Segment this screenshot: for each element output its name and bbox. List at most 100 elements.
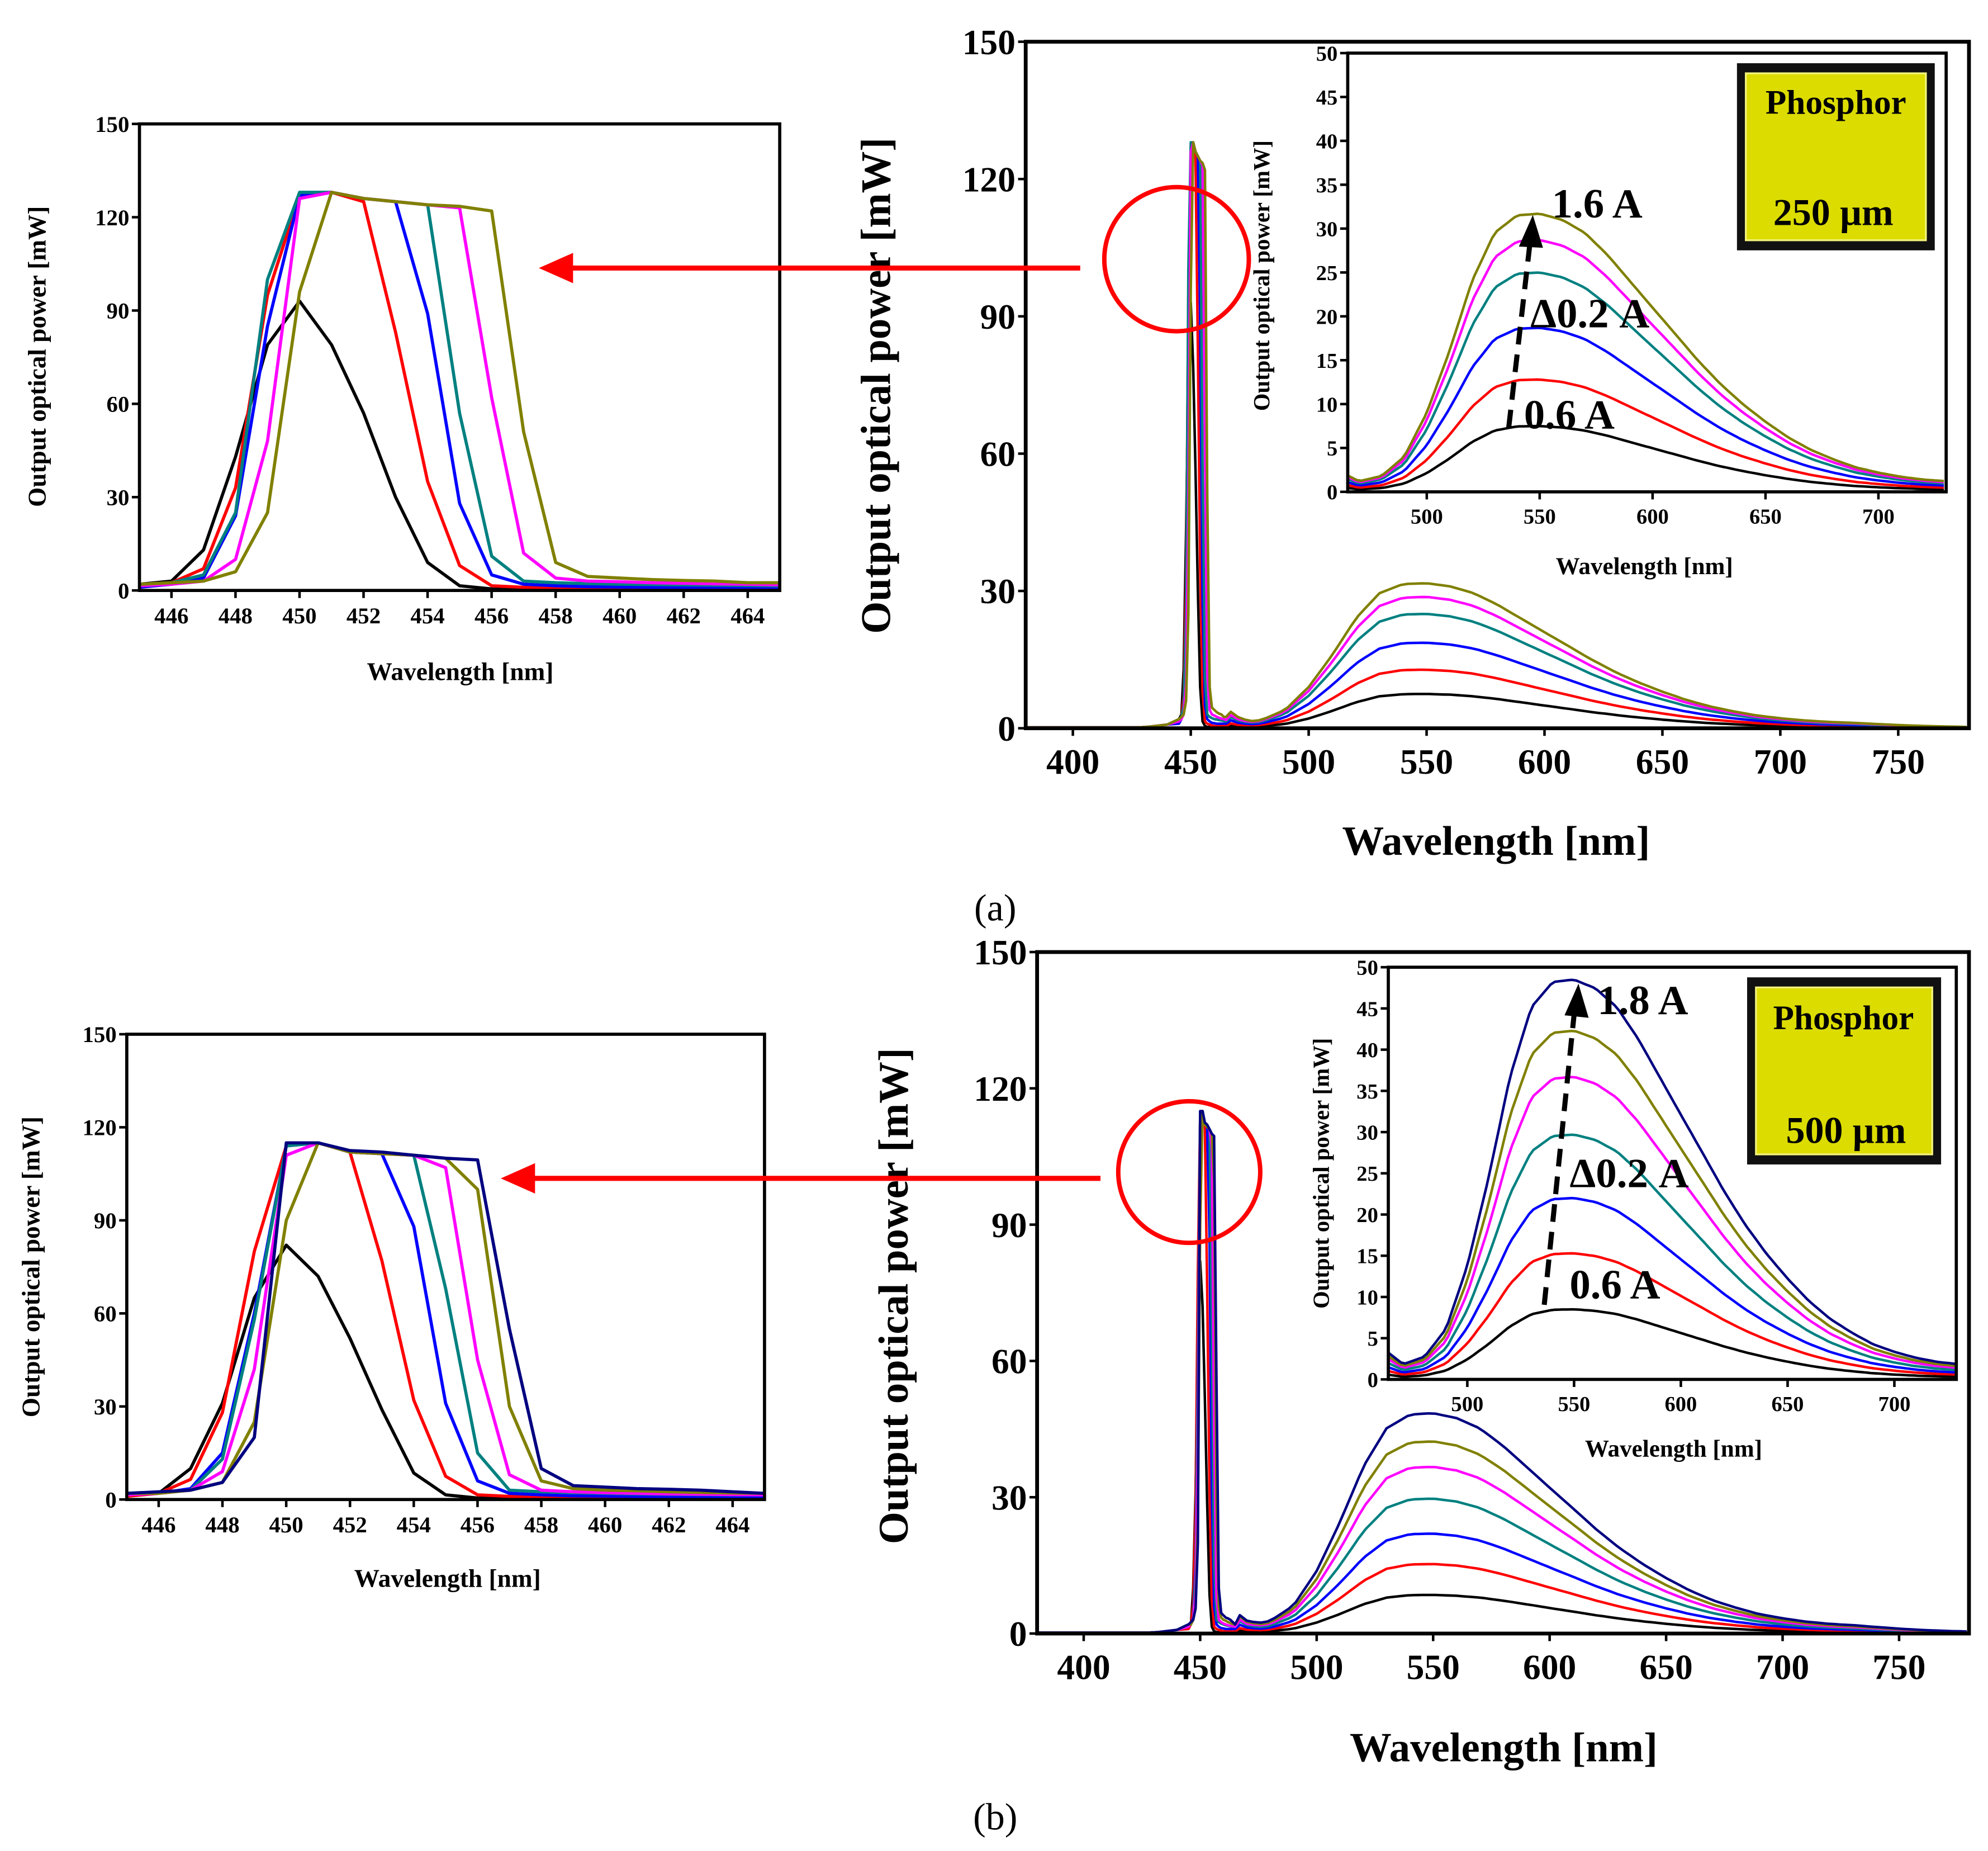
y-tick-label: 35 <box>1356 1080 1378 1104</box>
y-tick-label: 0 <box>1327 481 1337 504</box>
y-tick-label: 0 <box>118 578 129 603</box>
x-tick-label: 458 <box>524 1512 558 1537</box>
inset-y-axis-label: Output optical power [mW] <box>1308 1038 1334 1309</box>
inset-y-axis-label: Output optical power [mW] <box>1249 140 1274 411</box>
y-tick-label: 5 <box>1368 1327 1378 1351</box>
x-tick-label: 600 <box>1523 1648 1576 1687</box>
x-tick-label: 464 <box>730 603 765 628</box>
laser-line-1.4A <box>139 191 780 588</box>
main-x-axis-label: Wavelength [nm] <box>1342 818 1650 864</box>
x-tick-label: 500 <box>1411 505 1443 528</box>
phosphor-line-1.2A <box>1388 1133 1957 1371</box>
zoom-arrow-b <box>501 1163 1101 1194</box>
panel-label-a: (a) <box>974 887 1017 929</box>
x-tick-label: 462 <box>652 1512 686 1537</box>
plot-frame <box>137 122 781 592</box>
y-tick-label: 25 <box>1356 1162 1378 1186</box>
phosphor-line-1.4A <box>1348 239 1944 484</box>
x-tick-label: 500 <box>1451 1393 1483 1416</box>
y-tick-label: 10 <box>1356 1286 1378 1309</box>
highlight-circle-b <box>1116 1099 1263 1246</box>
annotation-current-step: Δ0.2 A <box>1530 291 1649 337</box>
x-tick-label: 400 <box>1046 742 1099 782</box>
phosphor-label: Phosphor <box>1773 1000 1914 1037</box>
x-tick-label: 600 <box>1518 742 1571 782</box>
x-tick-label: 450 <box>1164 742 1217 782</box>
phosphor-sample-image-b: Phosphor 500 µm <box>1747 977 1942 1164</box>
y-tick-label: 20 <box>1316 305 1338 329</box>
x-tick-label: 700 <box>1878 1393 1911 1416</box>
y-tick-label: 0 <box>1368 1369 1378 1392</box>
annotation-min-current: 0.6 A <box>1569 1262 1660 1308</box>
plot-frame <box>1387 965 1958 1381</box>
x-tick-label: 600 <box>1665 1393 1697 1416</box>
y-tick-label: 40 <box>1316 130 1338 153</box>
y-tick-label: 120 <box>95 205 129 230</box>
x-tick-label: 750 <box>1872 742 1925 782</box>
y-tick-label: 60 <box>980 434 1016 474</box>
zoom-x-axis-label: Wavelength [nm] <box>354 1564 541 1592</box>
phosphor-line-1A <box>1388 1196 1957 1374</box>
x-tick-label: 600 <box>1636 505 1669 528</box>
phosphor-sample-image-a: Phosphor 250 µm <box>1736 63 1935 250</box>
laser-line-1.6A <box>139 191 780 586</box>
current-arrow-b <box>1541 983 1589 1305</box>
laser-line-0.6A <box>139 299 780 591</box>
x-tick-label: 550 <box>1407 1648 1460 1687</box>
spectrum-line-0.8A <box>1037 1110 1967 1634</box>
y-tick-label: 90 <box>94 1208 117 1233</box>
plot-frame <box>1346 51 1948 494</box>
phosphor-line-0.6A <box>1348 424 1944 491</box>
annotation-current-step: Δ0.2 A <box>1569 1151 1688 1197</box>
x-tick-label: 460 <box>588 1512 622 1537</box>
y-tick-label: 30 <box>94 1394 117 1419</box>
x-tick-label: 462 <box>667 603 701 628</box>
spectrum-line-1.6A <box>1026 141 1967 728</box>
main-y-axis-label: Output optical power [mW] <box>871 1048 917 1544</box>
y-tick-label: 30 <box>1356 1121 1378 1145</box>
phosphor-line-0.6A <box>1388 1308 1957 1378</box>
y-tick-label: 20 <box>1356 1204 1378 1227</box>
phosphor-line-1.2A <box>1348 271 1944 485</box>
y-tick-label: 120 <box>974 1069 1027 1109</box>
spectrum-line-0.6A <box>1026 301 1967 728</box>
zoom-arrow-a <box>539 253 1080 283</box>
laser-line-0.8A <box>139 191 780 591</box>
x-tick-label: 500 <box>1290 1648 1343 1687</box>
annotation-max-current: 1.8 A <box>1597 977 1688 1024</box>
phosphor-line-1.8A <box>1388 978 1957 1366</box>
x-tick-label: 446 <box>141 1512 175 1537</box>
main-x-axis-label: Wavelength [nm] <box>1350 1725 1658 1771</box>
x-tick-label: 700 <box>1756 1648 1809 1687</box>
phosphor-thickness: 500 µm <box>1786 1109 1906 1152</box>
y-tick-label: 40 <box>1356 1039 1378 1062</box>
x-tick-label: 700 <box>1862 505 1895 528</box>
laser-line-1.2A <box>139 191 780 588</box>
x-tick-label: 460 <box>602 603 637 628</box>
y-tick-label: 150 <box>95 112 129 137</box>
phosphor-line-1A <box>1348 326 1944 487</box>
zoom-x-axis-label: Wavelength [nm] <box>367 658 553 686</box>
x-tick-label: 550 <box>1400 742 1453 782</box>
y-tick-label: 30 <box>980 571 1016 611</box>
y-tick-label: 15 <box>1316 349 1338 373</box>
y-tick-label: 15 <box>1356 1245 1378 1268</box>
x-tick-label: 446 <box>154 603 188 628</box>
y-tick-label: 150 <box>82 1022 116 1047</box>
spectrum-line-1.8A <box>1037 1110 1967 1634</box>
y-tick-label: 120 <box>82 1115 116 1140</box>
laser-line-1.8A <box>126 1141 765 1495</box>
y-tick-label: 30 <box>1316 217 1338 241</box>
laser-zoom-chart-b: 446 448 450 452 454 456 458 460 462 464 0 30 60 90 120… <box>82 1022 766 1537</box>
phosphor-line-0.8A <box>1348 378 1944 489</box>
zoom-y-axis-label: Output optical power [mW] <box>23 206 51 507</box>
laser-line-1A <box>139 191 780 589</box>
y-tick-label: 10 <box>1316 393 1338 416</box>
spectrum-line-0.8A <box>1026 141 1967 728</box>
y-tick-label: 35 <box>1316 174 1338 197</box>
phosphor-line-0.8A <box>1388 1252 1957 1376</box>
y-tick-label: 5 <box>1327 437 1337 461</box>
